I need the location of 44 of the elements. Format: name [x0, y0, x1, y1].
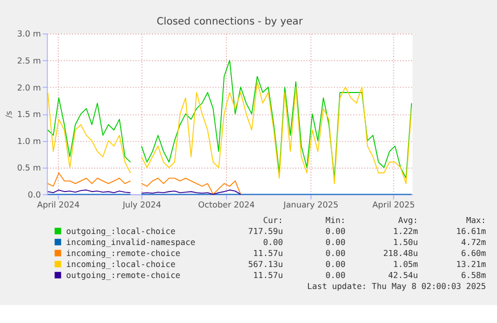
text: 1.05m — [393, 258, 418, 269]
text: Last update: Thu May 8 02:00:03 2025 — [307, 280, 486, 291]
text: 6.58m — [461, 270, 486, 280]
text: 1.50u — [393, 236, 418, 247]
text: 13.21m — [456, 258, 486, 269]
text: 6.60m — [461, 248, 486, 258]
legend-label: incoming_:local-choice — [66, 258, 176, 269]
text: 0.00 — [326, 258, 346, 269]
text: Cur: — [263, 214, 283, 225]
y-tick-label: 2.5 m — [17, 56, 41, 66]
y-tick-label: 0.5 m — [17, 162, 41, 173]
legend-label: outgoing_:remote-choice — [66, 270, 180, 280]
legend-label: incoming_invalid-namespace — [66, 236, 196, 247]
text: 16.61m — [456, 226, 486, 236]
y-tick-label: 1.5 m — [17, 109, 41, 120]
text: 11.57u — [253, 248, 283, 258]
y-tick-label: 3.0 m — [17, 28, 41, 39]
y-axis-title: /s — [4, 110, 14, 118]
legend-label: incoming_:remote-choice — [66, 248, 180, 258]
legend-label: outgoing_:local-choice — [66, 226, 176, 236]
y-tick-label: 0.0 — [28, 190, 41, 200]
text: 218.48u — [383, 248, 418, 258]
x-tick-label: January 2025 — [282, 200, 338, 210]
text: 0.00 — [263, 236, 283, 247]
x-tick-label: April 2025 — [372, 200, 415, 210]
text: 42.54u — [388, 270, 418, 280]
y-tick-label: 1.0 m — [17, 136, 41, 146]
chart-title: Closed connections - by year — [156, 16, 304, 28]
text: 0.00 — [326, 236, 346, 247]
text: Avg: — [398, 214, 418, 225]
text: Max: — [466, 214, 486, 225]
text: 717.59u — [248, 226, 283, 236]
text: Min: — [326, 214, 346, 225]
text: 0.00 — [326, 248, 346, 258]
text: 567.13u — [248, 258, 283, 269]
text: 0.00 — [326, 270, 346, 280]
x-tick-label: July 2024 — [122, 200, 162, 210]
text: 4.72m — [461, 236, 486, 247]
text: 1.22m — [393, 226, 418, 236]
y-tick-label: 2.0 m — [17, 82, 41, 92]
x-tick-label: April 2024 — [37, 200, 80, 210]
text: 11.57u — [253, 270, 283, 280]
text: 0.00 — [326, 226, 346, 236]
x-tick-label: October 2024 — [198, 200, 255, 210]
